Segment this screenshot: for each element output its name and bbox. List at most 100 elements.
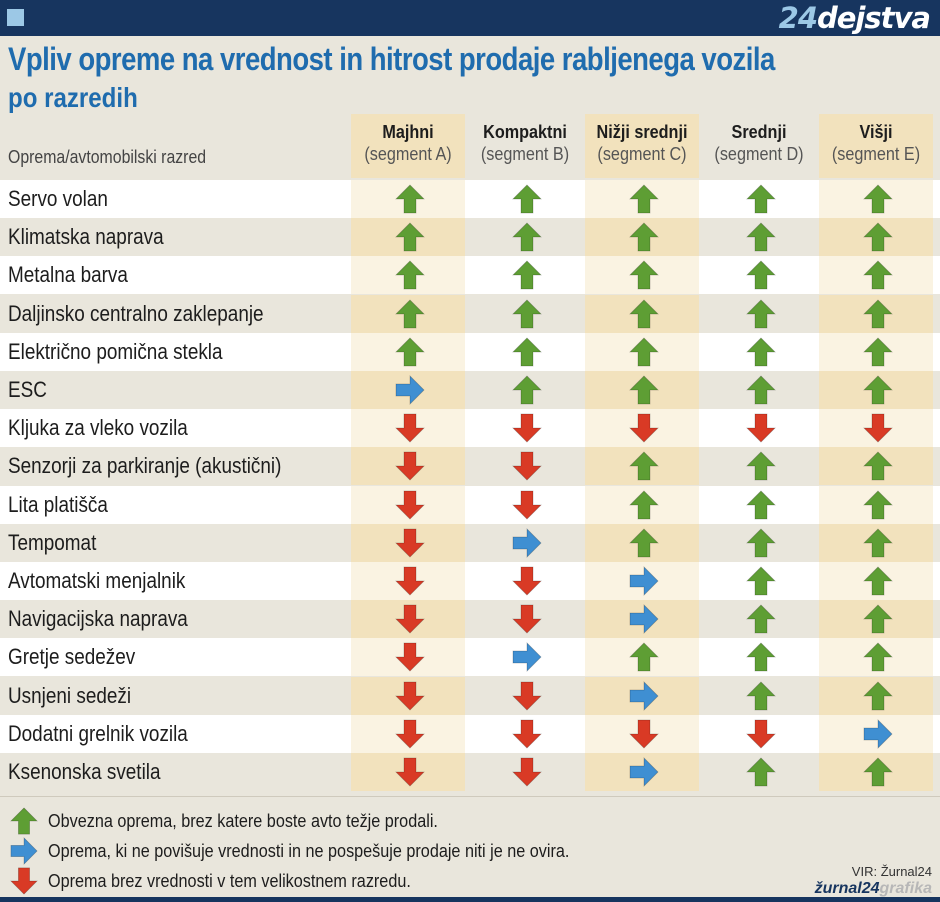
arrow-up-icon (863, 299, 893, 328)
table-row: Ksenonska svetila (0, 753, 940, 791)
table-row: Usnjeni sedeži (0, 676, 940, 715)
table-cell (702, 715, 816, 753)
arrow-up-icon (512, 299, 542, 328)
arrow-up-icon (629, 490, 659, 519)
arrow-up-icon (863, 757, 893, 787)
table-cell (585, 753, 699, 791)
table-cell (351, 714, 465, 753)
arrow-up-icon (395, 184, 425, 214)
table-row: Metalna barva (0, 256, 940, 295)
arrow-right-icon (863, 718, 893, 749)
arrow-up-icon (512, 222, 542, 252)
row-label: Ksenonska svetila (8, 759, 161, 784)
arrow-up-icon (746, 490, 776, 519)
row-label: Tempomat (8, 529, 97, 555)
arrow-up-icon (512, 337, 542, 367)
arrow-up-icon (746, 681, 776, 710)
row-label: Servo volan (8, 186, 108, 211)
table-row: Kljuka za vleko vozila (0, 409, 940, 448)
table-cell (702, 753, 816, 791)
table-cell (468, 753, 582, 791)
table-cell (702, 409, 816, 447)
table-cell (702, 333, 816, 371)
legend-text-up: Obvezna oprema, brez katere boste avto t… (48, 811, 438, 831)
arrow-up-icon (395, 260, 425, 290)
arrow-down-icon (395, 490, 425, 520)
column-segment: (segment C) (597, 144, 687, 164)
arrow-up-icon (863, 337, 893, 367)
table-cell (468, 180, 582, 218)
table-row: Električno pomična stekla (0, 332, 940, 371)
table-cell (468, 295, 582, 333)
arrow-down-icon (629, 719, 659, 749)
arrow-down-icon (512, 604, 542, 634)
table-cell (702, 562, 816, 600)
column-header-3: Nižji srednji (segment C) (585, 114, 699, 178)
table-row: Klimatska naprava (0, 218, 940, 257)
table-cell (819, 753, 933, 791)
table-cell (468, 638, 582, 676)
row-label: Avtomatski menjalnik (8, 568, 186, 593)
column-name: Višji (859, 122, 893, 142)
arrow-down-icon (629, 413, 659, 443)
arrow-up-icon (746, 375, 776, 405)
table-cell (819, 600, 933, 639)
arrow-right-icon (395, 375, 425, 405)
table-cell (585, 332, 699, 371)
table-cell (468, 218, 582, 256)
arrow-up-icon (629, 337, 659, 367)
arrow-up-icon (512, 184, 542, 214)
legend-arrow-down-icon (10, 867, 38, 895)
arrow-down-icon (512, 719, 542, 749)
table-row: Servo volan (0, 180, 940, 218)
table-cell (819, 294, 933, 333)
table-cell (351, 180, 465, 218)
column-name: Majhni (382, 122, 434, 142)
arrow-down-icon (746, 413, 776, 443)
arrow-up-icon (746, 451, 776, 481)
arrow-right-icon (629, 604, 659, 635)
table-cell (351, 523, 465, 562)
table-row: Tempomat (0, 523, 940, 562)
row-label: Usnjeni sedeži (8, 682, 132, 708)
table-cell (351, 332, 465, 371)
arrow-right-icon (629, 680, 659, 711)
arrow-up-icon (863, 604, 893, 634)
arrow-up-icon (629, 528, 659, 558)
table-cell (819, 409, 933, 448)
table-row: Gretje sedežev (0, 638, 940, 677)
arrow-up-icon (863, 184, 893, 214)
arrow-down-icon (395, 566, 425, 596)
table-cell (819, 638, 933, 677)
row-header-label: Oprema/avtomobilski razred (8, 147, 207, 167)
table-cell (351, 409, 465, 448)
table-cell (468, 524, 582, 562)
table-cell (585, 371, 699, 409)
table-cell (702, 256, 816, 294)
table-cell (819, 562, 933, 600)
arrow-up-icon (629, 375, 659, 405)
table-cell (351, 294, 465, 333)
table-row: Lita platišča (0, 485, 940, 524)
table-cell (351, 256, 465, 295)
table-cell (351, 562, 465, 600)
table-row: Navigacijska naprava (0, 600, 940, 639)
arrow-down-icon (512, 757, 542, 787)
brand-number: 24 (778, 1, 818, 35)
page-title: Vpliv opreme na vrednost in hitrost prod… (8, 41, 775, 77)
table-cell (585, 638, 699, 677)
arrow-up-icon (746, 528, 776, 558)
table-cell (468, 600, 582, 638)
table-cell (702, 447, 816, 485)
table-cell (468, 486, 582, 524)
arrow-up-icon (863, 490, 893, 519)
arrow-down-icon (395, 451, 425, 481)
column-segment: (segment A) (364, 144, 452, 164)
arrow-up-icon (863, 566, 893, 596)
arrow-down-icon (512, 451, 542, 481)
table-cell (468, 371, 582, 409)
arrow-up-icon (863, 528, 893, 558)
table-cell (468, 447, 582, 485)
arrow-up-icon (863, 451, 893, 481)
arrow-up-icon (746, 757, 776, 787)
